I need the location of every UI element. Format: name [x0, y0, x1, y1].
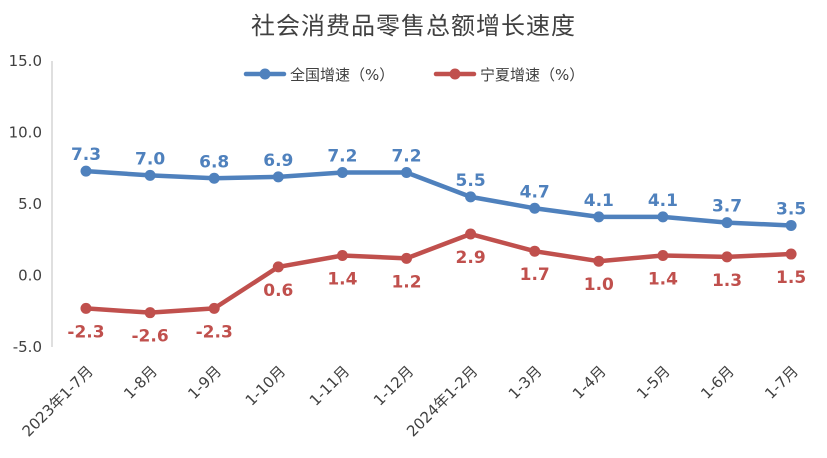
data-label-2: 1.2: [391, 272, 421, 292]
x-tick-label: 1-3月: [505, 362, 546, 403]
data-label-1: 5.5: [456, 171, 486, 191]
data-label-2: 0.6: [263, 281, 293, 301]
data-label-2: -2.6: [132, 327, 169, 347]
legend-marker-1: [259, 68, 271, 80]
data-label-1: 4.1: [584, 191, 614, 211]
data-point-2: [144, 307, 156, 319]
data-label-2: 2.9: [456, 248, 486, 268]
data-point-2: [529, 245, 541, 257]
data-point-1: [208, 172, 220, 184]
data-label-1: 6.9: [263, 151, 293, 171]
data-label-2: 1.4: [327, 269, 357, 289]
data-point-1: [785, 219, 797, 231]
data-point-2: [721, 251, 733, 263]
data-point-1: [721, 217, 733, 229]
data-label-2: -2.3: [196, 322, 233, 342]
data-point-2: [336, 249, 348, 261]
data-label-2: 1.5: [776, 268, 806, 288]
data-label-1: 3.7: [712, 197, 742, 217]
data-point-1: [272, 171, 284, 183]
data-label-1: 7.2: [327, 147, 357, 167]
data-point-1: [529, 202, 541, 214]
data-label-1: 3.5: [776, 199, 806, 219]
x-tick-label: 1-5月: [633, 362, 674, 403]
series-line-1: [83, 168, 794, 228]
data-label-2: 1.0: [584, 275, 614, 295]
y-tick-label: 0.0: [18, 267, 42, 285]
data-point-2: [272, 261, 284, 273]
x-tick-label: 1-10月: [242, 362, 289, 409]
y-tick-label: 5.0: [18, 195, 42, 213]
data-label-1: 7.0: [135, 149, 165, 169]
data-point-1: [80, 165, 92, 177]
data-point-2: [593, 255, 605, 267]
y-tick-label: 15.0: [9, 52, 42, 70]
x-tick-label: 1-11月: [306, 362, 353, 409]
data-point-2: [465, 228, 477, 240]
data-point-2: [785, 248, 797, 260]
data-label-1: 4.7: [520, 182, 550, 202]
data-point-2: [657, 249, 669, 261]
data-label-1: 4.1: [648, 191, 678, 211]
data-point-2: [401, 252, 412, 264]
x-tick-label: 1-8月: [120, 362, 161, 403]
data-point-2: [208, 302, 220, 314]
legend-marker-2: [449, 68, 461, 80]
legend-label-2: 宁夏增速（%）: [480, 66, 584, 84]
data-point-1: [593, 211, 605, 223]
legend-label-1: 全国增速（%）: [290, 66, 394, 84]
data-label-1: 6.8: [199, 152, 229, 172]
series-line-2: [83, 231, 794, 315]
x-tick-label: 1-9月: [184, 362, 225, 403]
x-tick-label: 1-4月: [569, 362, 610, 403]
data-label-2: 1.3: [712, 271, 742, 291]
data-label-2: 1.7: [520, 265, 550, 285]
x-tick-label: 1-6月: [697, 362, 738, 403]
x-tick-label: 1-7月: [761, 362, 802, 403]
data-label-1: 7.2: [391, 147, 421, 167]
data-point-1: [144, 169, 156, 181]
y-tick-label: 10.0: [9, 124, 42, 142]
data-label-1: 7.3: [71, 145, 101, 165]
data-point-1: [465, 191, 477, 203]
chart-title: 社会消费品零售总额增长速度: [251, 12, 576, 40]
data-label-2: 1.4: [648, 269, 678, 289]
data-point-1: [657, 211, 669, 223]
data-label-2: -2.3: [67, 322, 104, 342]
y-tick-label: -5.0: [13, 338, 42, 356]
data-point-1: [401, 167, 412, 179]
x-tick-label: 1-12月: [370, 362, 417, 409]
data-point-1: [336, 167, 348, 179]
x-tick-label: 2023年1-7月: [19, 362, 97, 440]
data-point-2: [80, 302, 92, 314]
